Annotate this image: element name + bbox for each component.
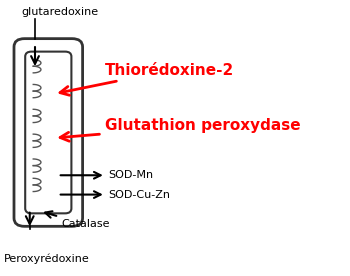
Text: SOD-Mn: SOD-Mn [61, 170, 154, 180]
Text: Peroxyrédoxine: Peroxyrédoxine [4, 253, 89, 264]
Text: Thiorédoxine-2: Thiorédoxine-2 [60, 63, 234, 95]
FancyBboxPatch shape [25, 52, 71, 213]
Text: SOD-Cu-Zn: SOD-Cu-Zn [61, 190, 170, 200]
Text: Glutathion peroxydase: Glutathion peroxydase [60, 118, 301, 141]
Text: Catalase: Catalase [45, 211, 110, 229]
FancyBboxPatch shape [14, 39, 83, 226]
Text: glutaredoxine: glutaredoxine [21, 7, 98, 17]
